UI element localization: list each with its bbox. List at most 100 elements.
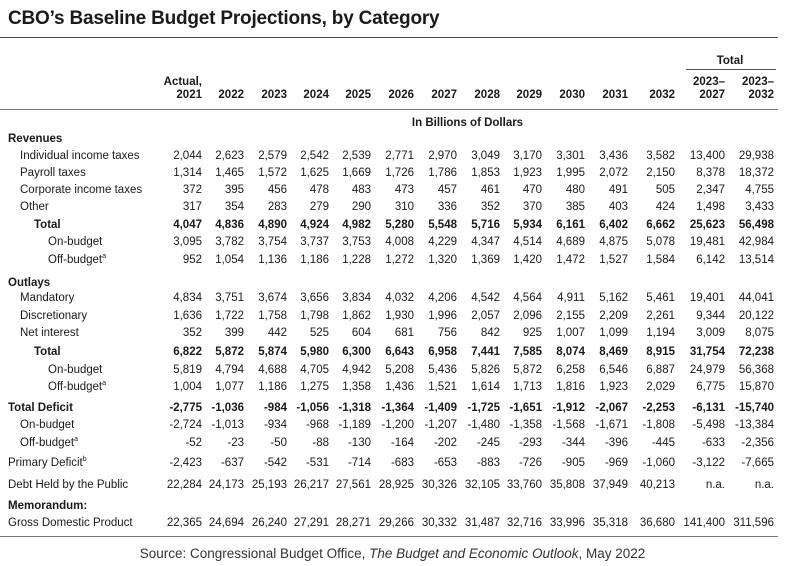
table-cell: 6,662 [646,219,675,231]
table-cell: -968 [305,419,329,431]
table-cell: 525 [309,327,329,339]
table-cell: 4,834 [173,292,202,304]
table-cell: 6,887 [646,364,675,376]
row-label-text: Other [20,201,49,213]
table-cell: -1,671 [595,419,628,431]
table-cell: 56,498 [738,219,774,231]
table-cell: -6,131 [692,402,725,414]
table-cell: 311,596 [733,517,774,529]
table-cell: 72,238 [738,346,774,358]
row-label: Gross Domestic Product [8,517,133,529]
table-cell: -1,725 [467,402,500,414]
column-header: 2023 [227,76,287,102]
table-cell: 7,441 [471,346,500,358]
table-cell: 681 [394,327,414,339]
row-label: Other [20,201,49,213]
table-cell: -542 [263,457,287,469]
table-cell: 842 [480,327,500,339]
table-cell: -1,409 [424,402,457,414]
table-cell: 1,320 [428,254,457,266]
table-cell: 25,623 [689,219,725,231]
table-cell: 1,669 [342,167,371,179]
row-label-text: Debt Held by the Public [8,479,129,491]
table-cell: -1,036 [211,402,244,414]
table-cell: 317 [182,201,202,213]
table-cell: 33,996 [549,517,585,529]
table-cell: 1,923 [513,167,542,179]
table-cell: 24,173 [208,479,244,491]
table-cell: 3,095 [173,236,202,248]
table-cell: 13,400 [689,150,725,162]
table-cell: 483 [351,184,371,196]
table-cell: 279 [309,201,329,213]
table-cell: 26,240 [251,517,287,529]
footnote-marker: a [102,253,107,261]
table-cell: 4,794 [215,364,244,376]
table-row: Mandatory 4,834 3,751 3,674 3,656 3,834 4,032 4… [0,292,780,309]
bottom-rule [0,536,778,537]
table-cell: 1,369 [471,254,500,266]
column-header-line1: 2023– [693,76,725,88]
table-cell: 5,819 [173,364,202,376]
table-cell: 5,436 [428,364,457,376]
table-cell: 5,826 [471,364,500,376]
table-cell: 20,122 [738,310,774,322]
table-cell: 283 [267,201,287,213]
table-cell: 1,726 [385,167,414,179]
table-cell: 4,924 [300,219,329,231]
table-cell: -984 [263,402,287,414]
table-cell: 7,585 [513,346,542,358]
row-label-text: Corporate income taxes [20,184,143,196]
table-cell: 22,284 [166,479,202,491]
row-label: Off-budgeta [20,436,78,449]
row-label-text: Primary Deficit [8,457,83,469]
footnote-marker: b [82,456,87,464]
table-row: Debt Held by the Public 22,284 24,173 25,19… [0,479,780,496]
column-header: 2025 [311,76,371,102]
table-cell: 5,162 [599,292,628,304]
table-cell: n.a. [705,479,725,491]
row-label: Corporate income taxes [20,184,142,196]
table-cell: 4,705 [300,364,329,376]
source-note: Source: Congressional Budget Office, The… [0,546,785,561]
table-cell: 1,358 [342,381,371,393]
table-cell: -1,056 [296,402,329,414]
table-cell: -1,013 [211,419,244,431]
table-cell: 3,753 [342,236,371,248]
column-header-line2: 2027 [699,89,725,101]
column-header: 2023– 2032 [714,76,774,102]
table-cell: 352 [480,201,500,213]
table-cell: 352 [182,327,202,339]
column-header-line2: 2028 [474,89,500,101]
table-cell: 19,401 [689,292,725,304]
table-cell: 604 [351,327,371,339]
row-label-text: On-budget [48,364,103,376]
table-cell: 35,318 [592,517,628,529]
table-cell: 2,072 [599,167,628,179]
row-label-text: Discretionary [20,310,88,322]
column-header: Actual, 2021 [142,76,202,102]
table-cell: 1,436 [385,381,414,393]
table-cell: 5,872 [513,364,542,376]
table-cell: -2,724 [169,419,202,431]
table-cell: 1,136 [258,254,287,266]
table-cell: 403 [608,201,628,213]
table-cell: 952 [182,254,202,266]
table-row: Off-budgeta -52 -23 -50 -88 -130 -164 -202 -245 -… [0,436,780,454]
row-label: Off-budgeta [48,253,107,266]
row-label-text: On-budget [48,236,103,248]
table-cell: 44,041 [738,292,774,304]
table-cell: 1,996 [428,310,457,322]
table-cell: -1,364 [381,402,414,414]
column-header-line2: 2029 [516,89,542,101]
row-label-text: Payroll taxes [20,167,86,179]
table-cell: 2,209 [599,310,628,322]
table-cell: 1,498 [696,201,725,213]
table-cell: 30,326 [421,479,457,491]
table-cell: -202 [433,437,457,449]
row-label: On-budget [48,236,102,248]
table-row: Payroll taxes 1,314 1,465 1,572 1,625 1,669 1,… [0,167,780,184]
table-cell: 5,548 [428,219,457,231]
table-cell: 473 [394,184,414,196]
table-cell: 26,217 [293,479,329,491]
